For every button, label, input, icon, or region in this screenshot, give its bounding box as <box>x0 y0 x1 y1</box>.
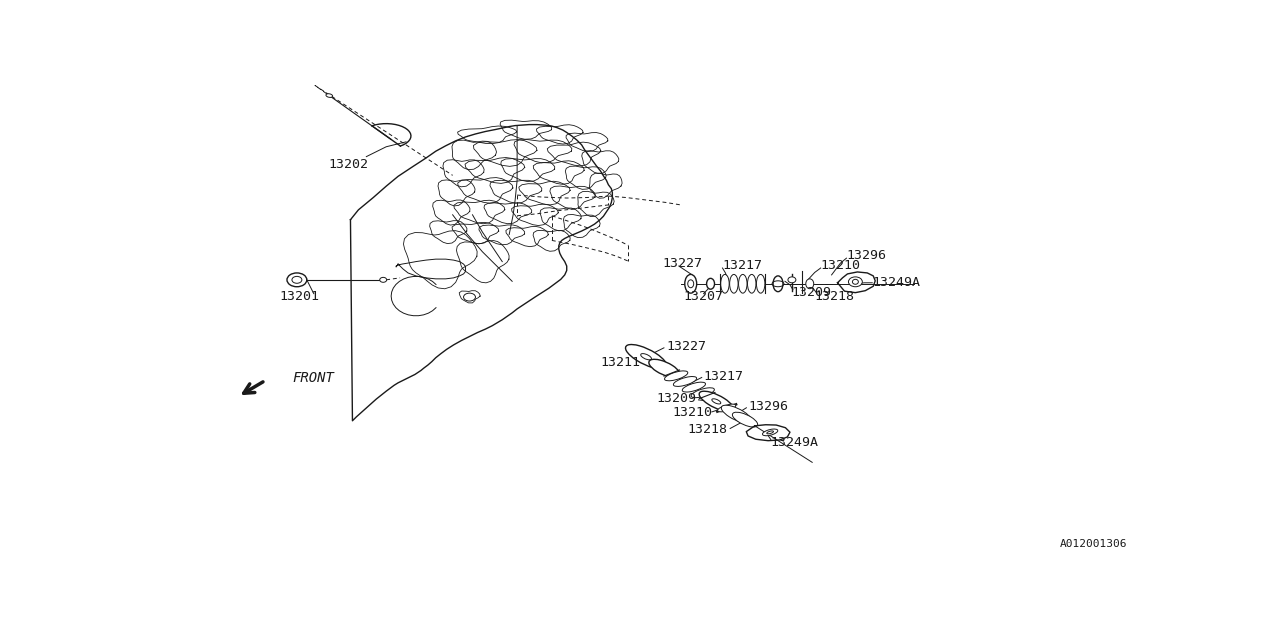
Text: 13227: 13227 <box>662 257 701 269</box>
Ellipse shape <box>691 388 714 397</box>
Text: FRONT: FRONT <box>292 371 334 385</box>
Ellipse shape <box>707 278 714 289</box>
Text: 13296: 13296 <box>749 400 788 413</box>
Ellipse shape <box>721 275 730 293</box>
Text: 13201: 13201 <box>279 290 319 303</box>
Text: 13210: 13210 <box>672 406 712 419</box>
Ellipse shape <box>626 344 667 369</box>
Ellipse shape <box>649 359 680 378</box>
Text: 13211: 13211 <box>600 356 640 369</box>
Ellipse shape <box>748 275 756 293</box>
Text: 13207: 13207 <box>684 290 723 303</box>
Ellipse shape <box>673 376 696 387</box>
Ellipse shape <box>739 275 748 293</box>
Ellipse shape <box>773 276 783 292</box>
Text: 13210: 13210 <box>820 259 860 271</box>
Ellipse shape <box>732 412 758 427</box>
Text: 13209: 13209 <box>657 392 696 405</box>
Text: A012001306: A012001306 <box>1060 539 1128 549</box>
Ellipse shape <box>380 277 387 282</box>
Ellipse shape <box>788 277 796 283</box>
Ellipse shape <box>806 279 814 289</box>
Ellipse shape <box>664 371 687 381</box>
Text: 13202: 13202 <box>329 158 369 171</box>
Ellipse shape <box>763 429 778 436</box>
Text: 13218: 13218 <box>687 423 727 436</box>
Ellipse shape <box>682 382 705 392</box>
Text: 13249A: 13249A <box>872 276 920 289</box>
Ellipse shape <box>849 277 863 287</box>
Text: 13217: 13217 <box>704 370 744 383</box>
Ellipse shape <box>730 275 739 293</box>
Ellipse shape <box>756 275 765 293</box>
Text: 13217: 13217 <box>722 259 763 271</box>
Ellipse shape <box>326 93 333 97</box>
Text: 13209: 13209 <box>791 286 831 299</box>
Ellipse shape <box>685 275 696 293</box>
Text: 13218: 13218 <box>815 289 855 303</box>
Ellipse shape <box>699 391 733 412</box>
Ellipse shape <box>722 405 751 423</box>
Text: 13296: 13296 <box>846 249 887 262</box>
Text: 13249A: 13249A <box>771 436 819 449</box>
Ellipse shape <box>718 404 736 412</box>
Text: 13227: 13227 <box>666 340 707 353</box>
